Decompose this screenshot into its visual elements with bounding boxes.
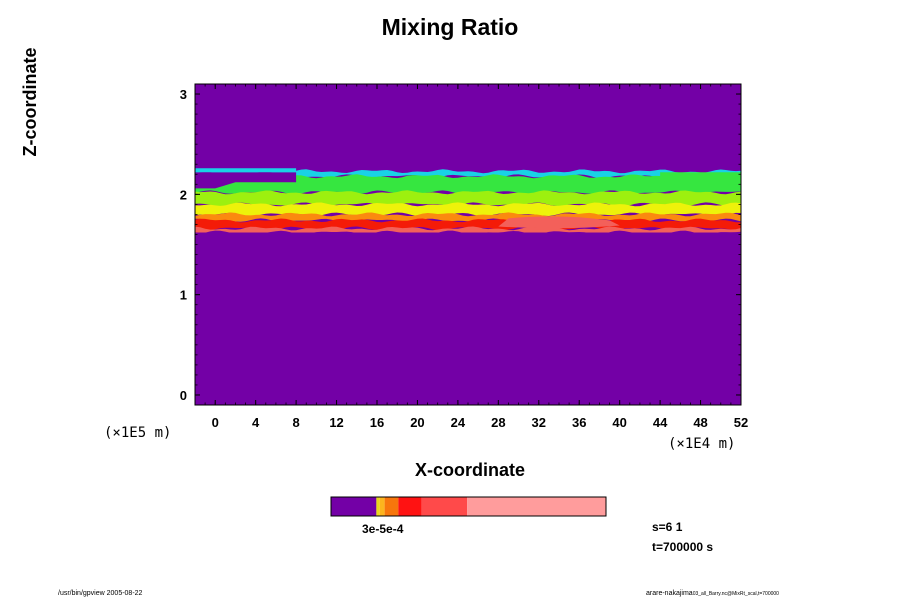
right-green-patch <box>660 172 741 187</box>
band-2 <box>195 190 741 207</box>
y-tick-label: 2 <box>180 187 187 202</box>
colorbar-segment-5 <box>421 497 468 516</box>
salmon-blob <box>498 216 620 229</box>
colorbar-segment-4 <box>398 497 422 516</box>
footer-right: arare-nakajima03_all_Barry.nc@MixRt_scal… <box>646 590 779 597</box>
x-tick-label: 44 <box>653 415 668 430</box>
chart-title: Mixing Ratio <box>381 14 519 40</box>
band-3 <box>195 202 741 217</box>
band-4 <box>195 212 741 223</box>
time-info: t=700000 s <box>652 540 714 554</box>
y-tick-label: 3 <box>180 87 187 102</box>
x-tick-label: 4 <box>252 415 260 430</box>
footer-file: 03_all_Barry.nc@MixRt_scal,t=700000 <box>692 591 779 597</box>
y-axis-label: Z-coordinate <box>20 47 40 157</box>
bottom-trim <box>195 232 741 239</box>
x-tick-label: 28 <box>491 415 505 430</box>
band-0 <box>195 169 741 179</box>
x-tick-label: 40 <box>612 415 626 430</box>
footer-user: arare-nakajima <box>646 590 693 597</box>
colorbar-label: 3e-5e-4 <box>362 522 404 536</box>
y-tick-label: 0 <box>180 388 187 403</box>
left-cyan-edge <box>195 168 297 173</box>
y-tick-label: 1 <box>180 288 187 303</box>
x-tick-label: 32 <box>532 415 546 430</box>
x-tick-label: 0 <box>212 415 219 430</box>
x-tick-label: 52 <box>734 415 748 430</box>
y-axis-unit: (×1E5 m) <box>104 425 172 441</box>
x-tick-label: 16 <box>370 415 384 430</box>
x-tick-label: 24 <box>451 415 466 430</box>
colorbar-segment-0 <box>331 497 377 516</box>
x-tick-label: 8 <box>292 415 299 430</box>
x-tick-label: 36 <box>572 415 586 430</box>
left-intrusion <box>195 172 297 189</box>
x-tick-label: 12 <box>329 415 343 430</box>
band-6 <box>195 226 741 235</box>
x-axis-unit: (×1E4 m) <box>668 436 736 452</box>
colorbar-segment-3 <box>384 497 399 516</box>
band-1 <box>195 174 741 195</box>
colorbar-segment-6 <box>467 497 606 516</box>
x-axis-label: X-coordinate <box>414 460 525 480</box>
colorbar-frame <box>330 496 607 517</box>
x-tick-label: 48 <box>693 415 707 430</box>
plot-background <box>195 84 741 405</box>
step-info: s=6 1 <box>652 520 683 534</box>
x-tick-label: 20 <box>410 415 424 430</box>
footer-left: /usr/bin/gpview 2005-08-22 <box>58 590 143 597</box>
colorbar-segment-1 <box>376 497 380 516</box>
colorbar-segment-2 <box>379 497 385 516</box>
